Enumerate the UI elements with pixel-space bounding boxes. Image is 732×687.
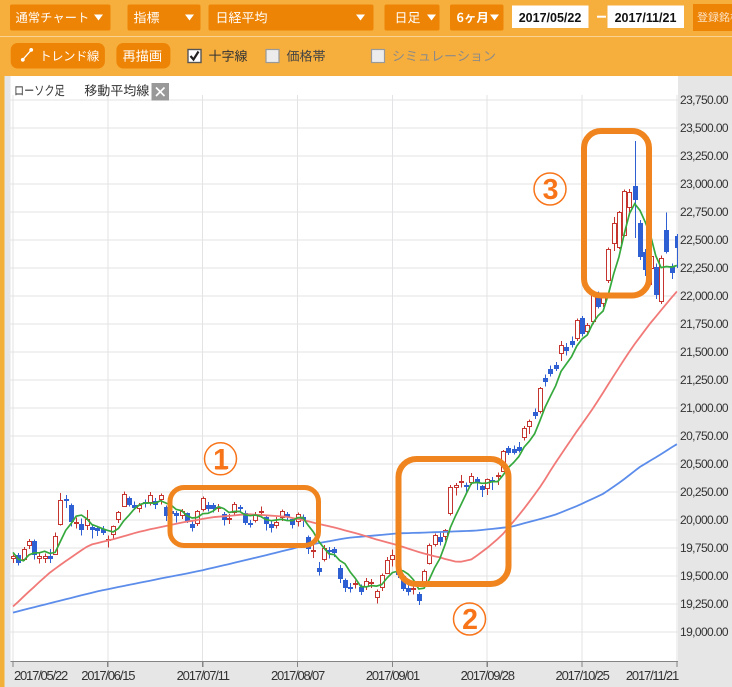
- svg-text:21,250.00: 21,250.00: [680, 373, 729, 387]
- svg-text:2017/08/07: 2017/08/07: [271, 668, 325, 683]
- svg-text:22,250.00: 22,250.00: [680, 261, 729, 275]
- svg-text:2017/11/21: 2017/11/21: [626, 668, 679, 683]
- svg-text:3: 3: [543, 174, 559, 206]
- svg-text:2017/10/25: 2017/10/25: [556, 668, 610, 683]
- svg-text:20,000.00: 20,000.00: [680, 513, 729, 527]
- svg-text:19,250.00: 19,250.00: [680, 597, 729, 611]
- svg-text:21,500.00: 21,500.00: [680, 345, 729, 359]
- svg-text:21,750.00: 21,750.00: [680, 317, 729, 331]
- svg-text:21,000.00: 21,000.00: [680, 401, 729, 415]
- svg-text:2017/07/11: 2017/07/11: [177, 668, 230, 683]
- svg-text:23,000.00: 23,000.00: [680, 177, 729, 191]
- svg-text:2017/06/15: 2017/06/15: [81, 668, 135, 683]
- svg-text:22,750.00: 22,750.00: [680, 205, 729, 219]
- svg-text:1: 1: [213, 444, 229, 476]
- svg-text:2017/09/01: 2017/09/01: [366, 668, 420, 683]
- svg-text:2017/11/21: 2017/11/21: [615, 11, 677, 25]
- svg-text:22,500.00: 22,500.00: [680, 233, 729, 247]
- svg-text:20,500.00: 20,500.00: [680, 457, 729, 471]
- svg-text:23,250.00: 23,250.00: [680, 149, 729, 163]
- svg-text:2: 2: [462, 604, 478, 636]
- svg-text:22,000.00: 22,000.00: [680, 289, 729, 303]
- svg-text:2017/05/22: 2017/05/22: [14, 668, 68, 683]
- svg-text:20,750.00: 20,750.00: [680, 429, 729, 443]
- svg-text:23,500.00: 23,500.00: [680, 121, 729, 135]
- svg-text:20,250.00: 20,250.00: [680, 485, 729, 499]
- svg-text:19,000.00: 19,000.00: [680, 625, 729, 639]
- svg-text:19,750.00: 19,750.00: [680, 541, 729, 555]
- svg-text:2017/09/28: 2017/09/28: [461, 668, 515, 683]
- svg-text:2017/05/22: 2017/05/22: [519, 11, 582, 25]
- svg-text:23,750.00: 23,750.00: [680, 93, 729, 107]
- svg-text:19,500.00: 19,500.00: [680, 569, 729, 583]
